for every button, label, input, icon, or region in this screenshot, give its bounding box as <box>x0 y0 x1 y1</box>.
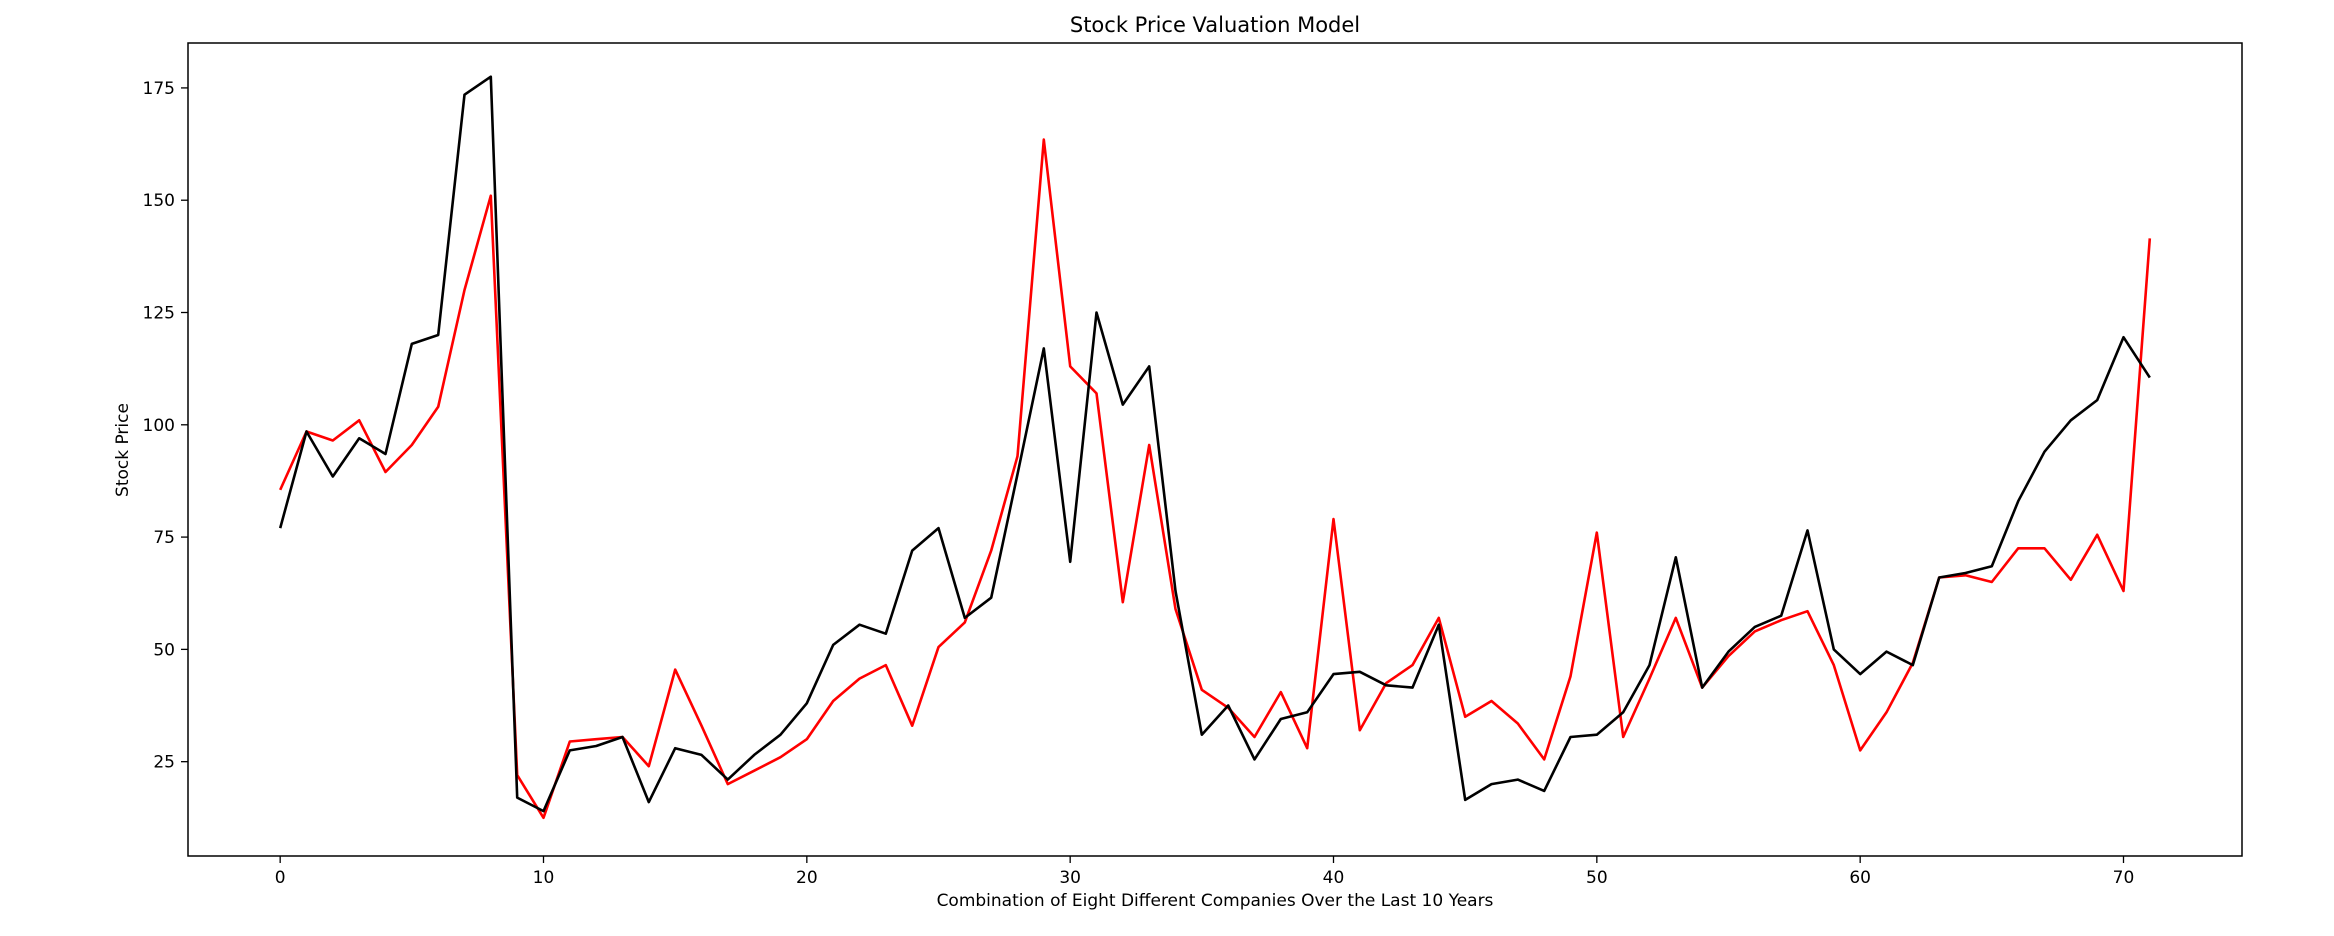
x-tick-label: 70 <box>2113 868 2135 888</box>
chart-title: Stock Price Valuation Model <box>1070 13 1360 37</box>
x-tick-label: 30 <box>1059 868 1081 888</box>
plot-area-frame <box>187 42 2243 857</box>
y-tick-label: 100 <box>143 416 175 436</box>
y-tick-label: 150 <box>143 191 175 211</box>
series-line-1 <box>279 138 2152 820</box>
y-axis: 25 50 75 100 125 150 175 <box>143 79 188 773</box>
y-tick-label: 125 <box>143 304 175 324</box>
x-tick-label: 10 <box>533 868 555 888</box>
x-tick-label: 50 <box>1586 868 1608 888</box>
y-tick-label: 50 <box>153 640 175 660</box>
series-line-2 <box>278 75 2151 813</box>
series-layer <box>278 75 2152 820</box>
x-tick-label: 20 <box>796 868 818 888</box>
x-tick-label: 60 <box>1849 868 1871 888</box>
x-tick-label: 0 <box>275 868 286 888</box>
x-axis-label: Combination of Eight Different Companies… <box>937 891 1494 911</box>
x-axis: 0 10 20 30 40 50 60 70 <box>275 856 2135 888</box>
x-tick-label: 40 <box>1323 868 1345 888</box>
y-axis-label: Stock Price <box>113 403 133 497</box>
y-tick-label: 75 <box>153 528 175 548</box>
y-tick-label: 25 <box>153 753 175 773</box>
y-tick-label: 175 <box>143 79 175 99</box>
